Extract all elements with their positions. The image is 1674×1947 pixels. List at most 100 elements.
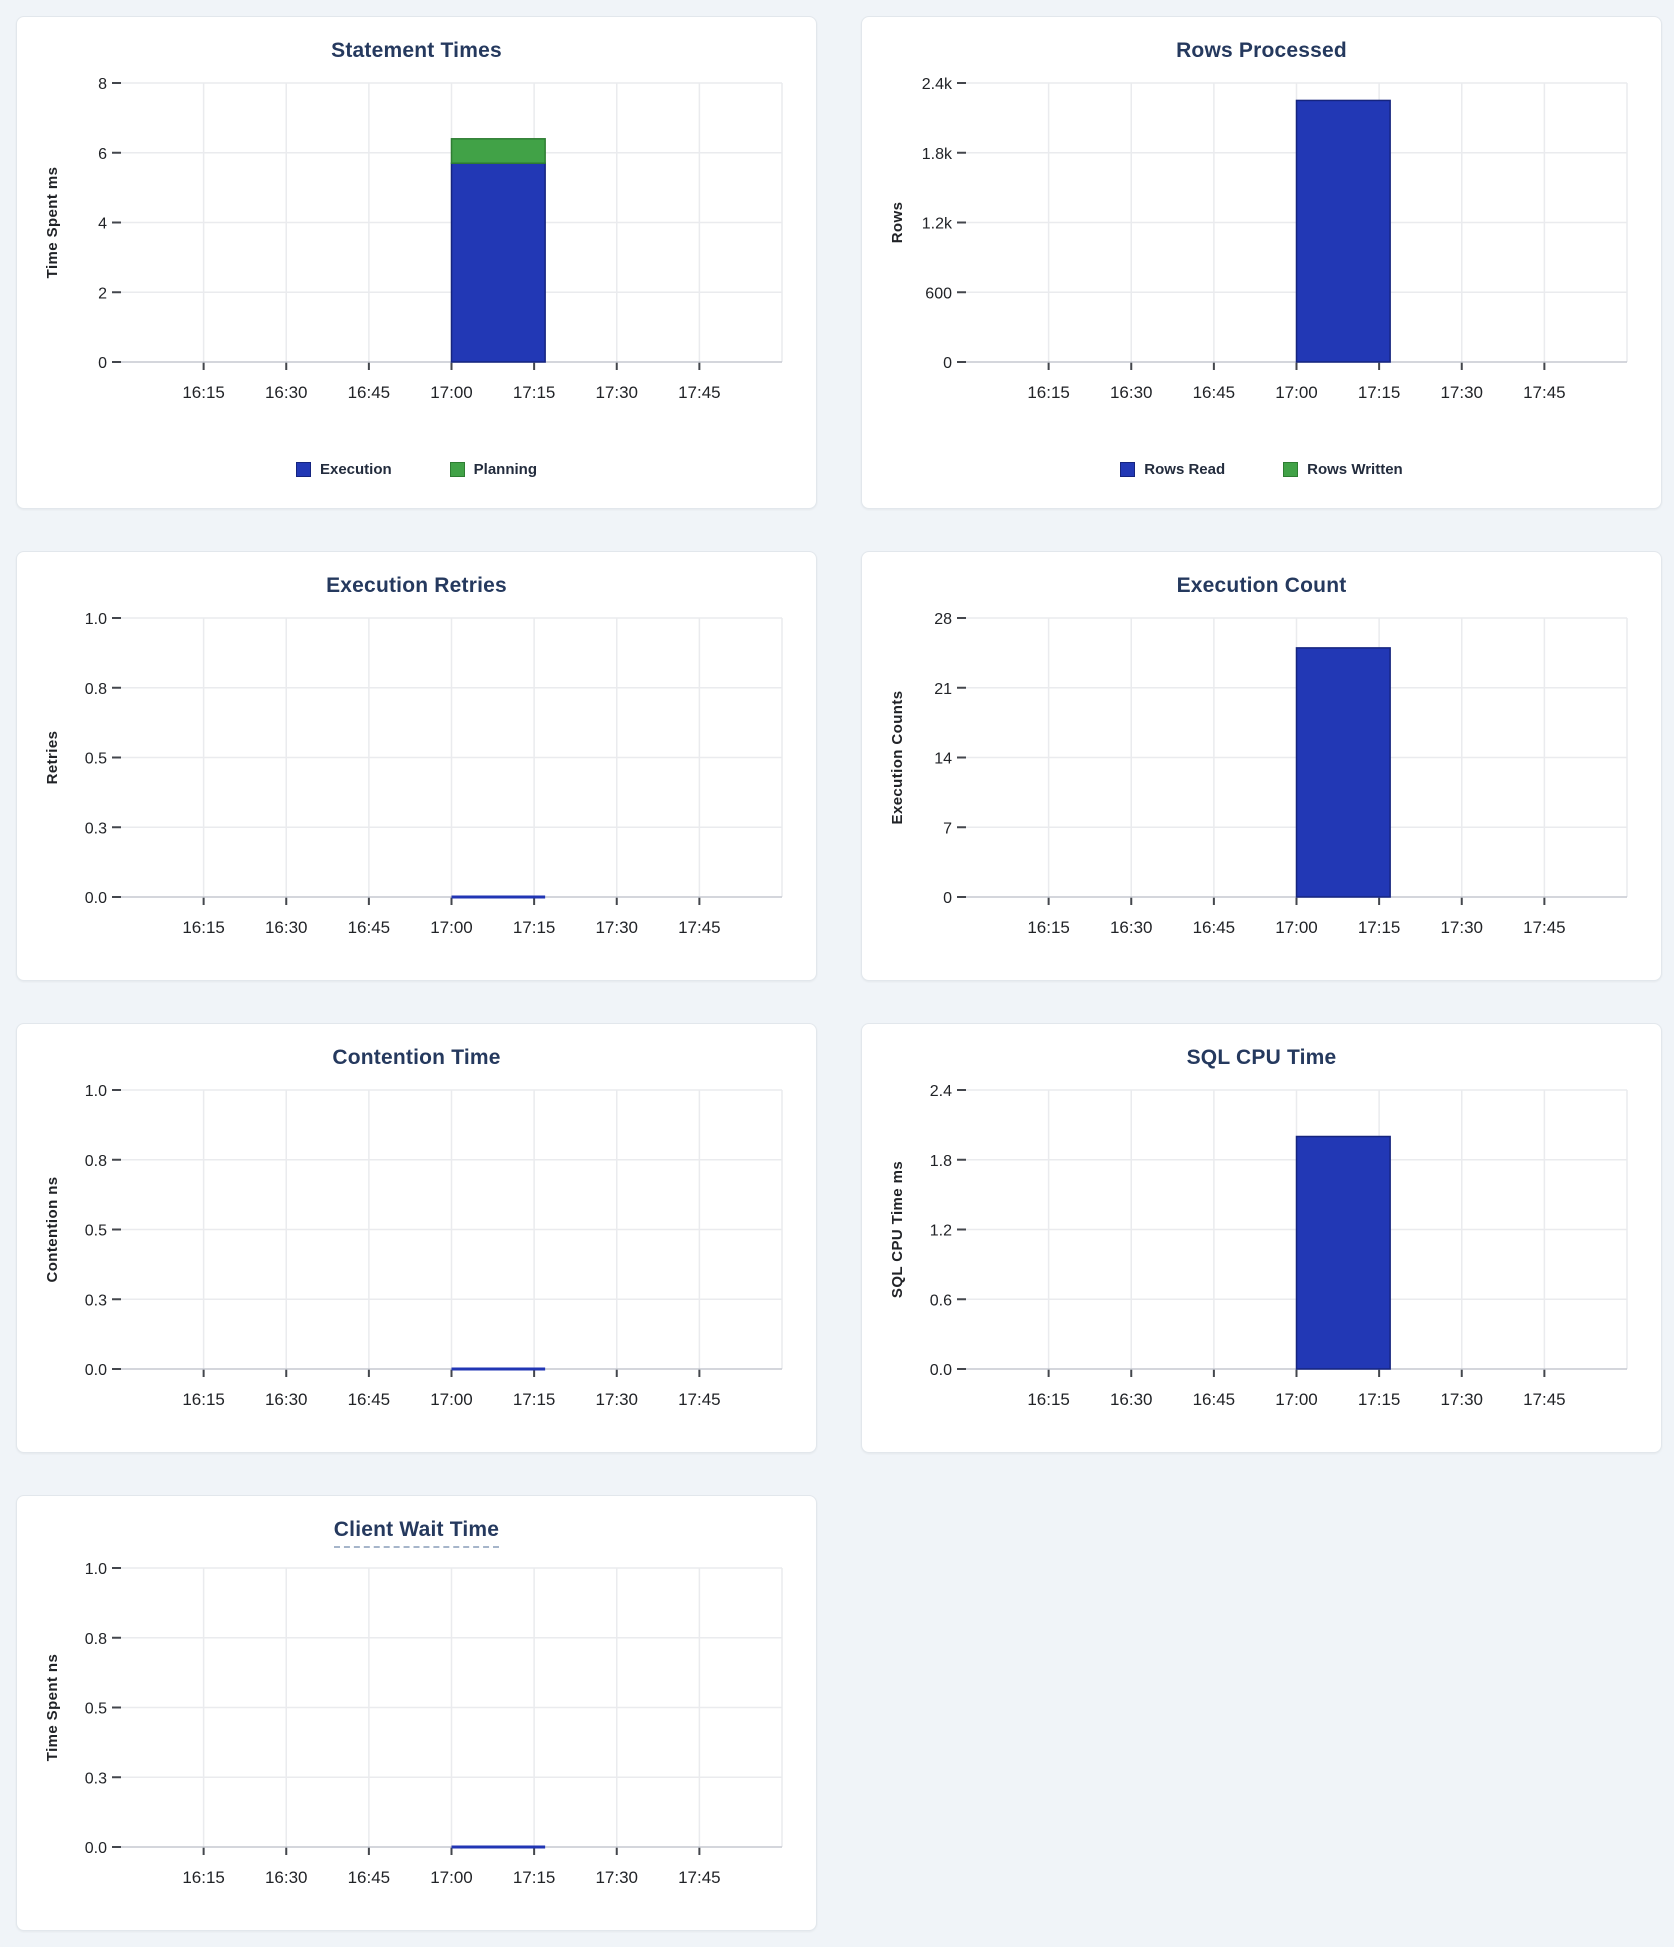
y-tick-label: 8 <box>98 76 107 93</box>
x-tick-label: 16:45 <box>1193 1390 1236 1409</box>
y-axis-label: Time Spent ms <box>44 167 61 279</box>
legend-item-rows-read: Rows Read <box>1120 461 1225 478</box>
x-tick-label: 16:15 <box>1027 918 1070 937</box>
x-tick-label: 16:15 <box>1027 383 1070 402</box>
legend-label: Rows Read <box>1144 461 1226 478</box>
y-axis-label: Rows <box>889 202 906 244</box>
y-tick-label: 1.0 <box>85 1083 107 1100</box>
chart-title-execution-retries: Execution Retries <box>41 574 792 598</box>
y-tick-label: 0.3 <box>85 820 107 837</box>
y-tick-label: 7 <box>943 820 952 837</box>
x-tick-label: 16:45 <box>1193 383 1236 402</box>
y-tick-label: 1.2k <box>922 216 953 233</box>
x-tick-label: 17:15 <box>1358 383 1401 402</box>
x-tick-label: 16:45 <box>348 1390 391 1409</box>
bar-segment-sql-cpu-time[interactable] <box>1295 1135 1391 1370</box>
y-tick-label: 0.5 <box>85 751 107 768</box>
y-tick-label: 1.8 <box>930 1153 952 1170</box>
y-tick-label: 28 <box>934 611 952 628</box>
x-tick-label: 16:45 <box>348 1868 391 1887</box>
chart-title-statement-times: Statement Times <box>41 39 792 63</box>
x-tick-label: 17:15 <box>513 918 556 937</box>
chart-title-contention-time: Contention Time <box>41 1046 792 1070</box>
x-tick-label: 17:45 <box>1523 383 1566 402</box>
legend-swatch-icon <box>449 462 465 477</box>
bar-segment-rows-read[interactable] <box>1295 99 1391 363</box>
y-tick-label: 2 <box>98 285 107 302</box>
chart-card-client-wait-time: Client Wait Time 16:15 16:30 16:45 17:00 17:… <box>16 1495 817 1931</box>
y-tick-label: 0 <box>943 890 952 907</box>
x-tick-label: 17:45 <box>1523 1390 1566 1409</box>
legend-label: Rows Written <box>1307 461 1403 478</box>
legend-label: Planning <box>473 461 538 478</box>
chart-card-sql-cpu-time: SQL CPU Time 16:15 16:30 16:45 17:00 17:15 17… <box>861 1023 1662 1453</box>
chart-plot-area: 16:15 16:30 16:45 17:00 17:15 17:30 17:45 2.4 1.… <box>889 1083 1628 1409</box>
chart-title-text: Contention Time <box>332 1046 501 1069</box>
y-axis-label: SQL CPU Time ms <box>889 1161 906 1298</box>
y-axis-label: Execution Counts <box>889 691 906 825</box>
legend-swatch-icon <box>295 462 311 477</box>
y-tick-label: 0.3 <box>85 1292 107 1309</box>
chart-title-rows-processed: Rows Processed <box>886 39 1637 63</box>
chart-statement-times: 16:15 16:30 16:45 17:00 17:15 17:30 17:45 8 6 4 2 0… <box>41 73 792 478</box>
x-tick-label: 17:45 <box>678 1868 721 1887</box>
chart-plot-area: 16:15 16:30 16:45 17:00 17:15 17:30 17:45 1.0 0.… <box>44 611 783 937</box>
legend-item-planning: Planning <box>449 461 538 478</box>
bar-segment-planning[interactable] <box>450 138 546 164</box>
y-axis-label: Contention ns <box>44 1176 61 1282</box>
x-tick-label: 17:00 <box>430 1868 473 1887</box>
x-tick-label: 17:30 <box>595 383 638 402</box>
x-tick-label: 16:15 <box>182 1868 225 1887</box>
chart-plot-area: 16:15 16:30 16:45 17:00 17:15 17:30 17:45 28 21 1… <box>889 611 1628 937</box>
y-tick-label: 0.0 <box>930 1362 952 1379</box>
y-axis-label: Time Spent ns <box>44 1654 61 1761</box>
x-tick-label: 17:45 <box>678 1390 721 1409</box>
chart-title-text: Execution Retries <box>326 574 507 597</box>
y-tick-label: 0.8 <box>85 681 107 698</box>
chart-card-execution-count: Execution Count 16:15 16:30 16:45 17:00 17:1… <box>861 551 1662 981</box>
y-tick-label: 0.3 <box>85 1770 107 1787</box>
chart-card-contention-time: Contention Time 16:15 16:30 16:45 17:00 17:1… <box>16 1023 817 1453</box>
y-tick-label: 1.8k <box>922 146 953 163</box>
x-tick-label: 17:30 <box>1440 1390 1483 1409</box>
chart-card-execution-retries: Execution Retries 16:15 16:30 16:45 17:00 17… <box>16 551 817 981</box>
x-tick-label: 17:00 <box>1275 918 1318 937</box>
chart-title-client-wait-time: Client Wait Time <box>41 1518 792 1548</box>
x-tick-label: 16:30 <box>1110 383 1153 402</box>
x-tick-label: 17:00 <box>430 1390 473 1409</box>
x-tick-label: 17:15 <box>513 1868 556 1887</box>
y-tick-label: 0.0 <box>85 1362 107 1379</box>
x-tick-label: 17:00 <box>430 383 473 402</box>
x-tick-label: 17:45 <box>678 383 721 402</box>
chart-execution-retries: 16:15 16:30 16:45 17:00 17:15 17:30 17:45 1.0 0.… <box>41 608 792 960</box>
chart-plot-area: 16:15 16:30 16:45 17:00 17:15 17:30 17:45 1.0 0.… <box>44 1083 783 1409</box>
y-tick-label: 0.5 <box>85 1223 107 1240</box>
bar-segment-execution[interactable] <box>450 162 546 363</box>
x-tick-label: 17:30 <box>595 918 638 937</box>
x-tick-label: 17:30 <box>1440 918 1483 937</box>
chart-card-rows-processed: Rows Processed 16:15 16:30 16:45 17:00 17:15… <box>861 16 1662 509</box>
y-tick-label: 6 <box>98 146 107 163</box>
bar-segment-execution-count[interactable] <box>1295 647 1391 898</box>
y-tick-label: 1.0 <box>85 1561 107 1578</box>
legend-item-rows-written: Rows Written <box>1283 461 1403 478</box>
legend-swatch-icon <box>1283 462 1299 477</box>
chart-contention-time: 16:15 16:30 16:45 17:00 17:15 17:30 17:45 1.0 0.… <box>41 1080 792 1432</box>
chart-legend: Rows Read Rows Written <box>886 461 1637 478</box>
x-tick-label: 16:15 <box>182 1390 225 1409</box>
chart-plot-area: 16:15 16:30 16:45 17:00 17:15 17:30 17:45 8 6 4 2 0… <box>44 76 783 402</box>
y-tick-label: 0 <box>943 355 952 372</box>
x-tick-label: 16:15 <box>1027 1390 1070 1409</box>
chart-title-sql-cpu-time: SQL CPU Time <box>886 1046 1637 1070</box>
chart-title-text: Rows Processed <box>1176 39 1347 62</box>
chart-title-text: SQL CPU Time <box>1186 1046 1337 1069</box>
chart-card-statement-times: Statement Times 16:15 16:30 16:45 17:00 17:1… <box>16 16 817 509</box>
y-tick-label: 0.5 <box>85 1701 107 1718</box>
x-tick-label: 16:15 <box>182 383 225 402</box>
chart-title-tooltip-trigger[interactable]: Client Wait Time <box>333 1518 500 1548</box>
x-tick-label: 16:45 <box>1193 918 1236 937</box>
x-tick-label: 17:30 <box>1440 383 1483 402</box>
x-tick-label: 17:45 <box>678 918 721 937</box>
x-tick-label: 17:30 <box>595 1390 638 1409</box>
